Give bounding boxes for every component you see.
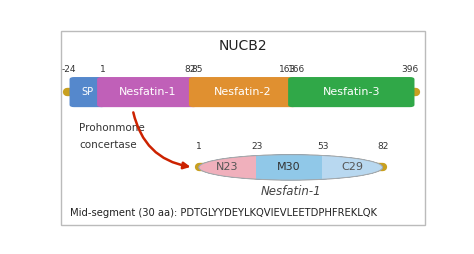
- Text: 166: 166: [288, 66, 305, 74]
- Text: Mid-segment (30 aa): PDTGLYYDEYLKQVIEVLEETDPHFREKLQK: Mid-segment (30 aa): PDTGLYYDEYLKQVIEVLE…: [70, 208, 377, 218]
- Bar: [256, 155, 322, 180]
- Bar: [199, 155, 256, 180]
- Text: -24: -24: [61, 66, 76, 74]
- Text: N23: N23: [216, 162, 238, 172]
- Text: Nesfatin-3: Nesfatin-3: [322, 87, 380, 97]
- Text: 23: 23: [251, 142, 263, 151]
- Text: concertase: concertase: [80, 140, 137, 150]
- FancyBboxPatch shape: [189, 77, 297, 107]
- Text: Prohonmone: Prohonmone: [80, 123, 145, 133]
- Text: 396: 396: [401, 66, 419, 74]
- Ellipse shape: [199, 155, 383, 180]
- Text: 1: 1: [196, 142, 202, 151]
- Text: 82: 82: [184, 66, 195, 74]
- Text: Nesfatin-1: Nesfatin-1: [260, 185, 321, 198]
- FancyBboxPatch shape: [97, 77, 198, 107]
- Text: 163: 163: [279, 66, 296, 74]
- Text: Nesfatin-2: Nesfatin-2: [214, 87, 272, 97]
- Text: Nesfatin-1: Nesfatin-1: [118, 87, 176, 97]
- Ellipse shape: [199, 155, 383, 180]
- Text: 1: 1: [100, 66, 106, 74]
- Text: 53: 53: [317, 142, 329, 151]
- FancyBboxPatch shape: [70, 77, 106, 107]
- Ellipse shape: [199, 155, 383, 180]
- Text: M30: M30: [277, 162, 301, 172]
- FancyArrowPatch shape: [133, 113, 188, 168]
- Ellipse shape: [199, 155, 383, 180]
- Text: NUCB2: NUCB2: [219, 39, 267, 53]
- Text: 85: 85: [191, 66, 203, 74]
- Bar: [322, 155, 383, 180]
- Text: C29: C29: [341, 162, 363, 172]
- Text: SP: SP: [82, 87, 94, 97]
- Text: 82: 82: [378, 142, 389, 151]
- FancyBboxPatch shape: [288, 77, 414, 107]
